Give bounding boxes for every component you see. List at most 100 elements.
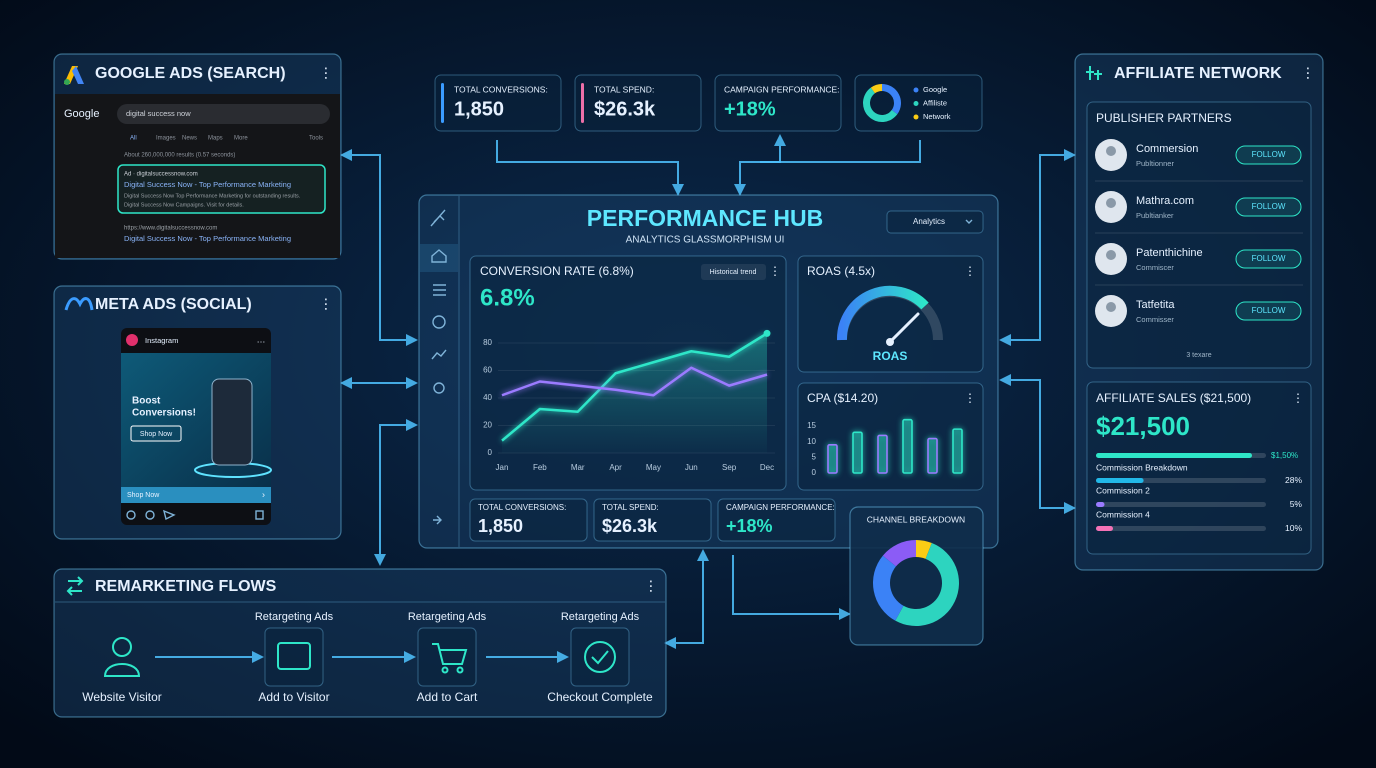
x-tick-label: Sep (722, 463, 737, 472)
result-link[interactable]: Digital Success Now - Top Performance Ma… (124, 234, 291, 243)
hub-title: PERFORMANCE HUB (587, 205, 823, 231)
gauge-hub (886, 338, 894, 346)
follow-button[interactable] (1235, 301, 1302, 321)
remarketing-panel: REMARKETING FLOWS ⋮ Website Visitor Retar… (53, 568, 667, 718)
search-query: digital success now (126, 109, 191, 118)
y-tick-label: 60 (483, 366, 492, 375)
instagram-icon (126, 334, 138, 346)
kpi-label: CAMPAIGN PERFORMANCE: (724, 84, 840, 94)
gauge-label: ROAS (873, 349, 908, 363)
network-icon (1086, 66, 1102, 80)
menu-dots[interactable]: ⋮ (644, 578, 658, 594)
badge (701, 264, 766, 280)
bar (952, 428, 963, 474)
cta-chevron: › (262, 489, 265, 499)
nav-logout[interactable] (433, 515, 442, 525)
save-icon[interactable] (255, 510, 264, 520)
comment-icon[interactable] (145, 510, 155, 520)
search-tab[interactable]: More (234, 136, 248, 142)
nav-list[interactable] (433, 284, 446, 296)
y-tick-label: 40 (483, 393, 492, 402)
y-tick-label: 0 (488, 448, 493, 457)
kpi-card (717, 498, 836, 542)
bar (877, 434, 888, 474)
ads-logo (64, 79, 70, 85)
commission-name: Commission 4 (1096, 509, 1150, 519)
avatar-head (1106, 198, 1116, 208)
search-tab[interactable]: News (182, 136, 197, 142)
x-tick-label: Feb (533, 463, 547, 472)
step-box (264, 627, 324, 687)
ad-headline[interactable]: Digital Success Now - Top Performance Ma… (124, 180, 291, 189)
avatar-head (1106, 250, 1116, 260)
shop-button[interactable] (130, 425, 182, 442)
step-stage: Retargeting Ads (561, 611, 640, 623)
search-box[interactable] (117, 104, 330, 124)
total-label: $1,50% (1271, 451, 1298, 460)
kpi-value: 1,850 (454, 98, 504, 120)
menu-dots[interactable]: … (257, 334, 266, 344)
menu-dots[interactable]: ⋮ (319, 65, 333, 81)
commission-bar (1096, 502, 1105, 507)
kpi-label: TOTAL CONVERSIONS: (478, 503, 566, 512)
gauge-needle (888, 312, 920, 344)
google-ads-panel: GOOGLE ADS (SEARCH) ⋮ Google digital suc… (53, 53, 342, 260)
kpi-label: TOTAL SPEND: (602, 503, 659, 512)
menu-dots[interactable]: ⋮ (319, 296, 333, 312)
ad-label: Ad · digitalsuccessnow.com (124, 172, 198, 178)
dropdown[interactable] (886, 210, 984, 234)
share-icon[interactable] (162, 509, 176, 521)
publisher-role: Publtianker (1136, 211, 1174, 220)
legend-dot (913, 87, 919, 93)
menu-dots[interactable]: ⋮ (769, 264, 781, 278)
step-label: Website Visitor (82, 690, 162, 704)
kpi-value: $26.3k (602, 516, 658, 536)
search-tabs: All Images News Maps More (130, 136, 248, 142)
panel-title: AFFILIATE NETWORK (1114, 65, 1282, 82)
like-icon[interactable] (126, 510, 136, 520)
card-title: AFFILIATE SALES ($21,500) (1096, 391, 1251, 405)
panel-title: META ADS (SOCIAL) (95, 296, 252, 313)
bar (852, 431, 863, 474)
follow-button[interactable] (1235, 197, 1302, 217)
nav-history[interactable] (432, 315, 446, 329)
nav-trends[interactable] (431, 349, 447, 360)
kpi-accent (441, 83, 444, 123)
badge-label: Historical trend (710, 269, 757, 276)
bar (927, 437, 938, 474)
y-tick-label: 5 (812, 452, 817, 461)
commission-value: 28% (1285, 475, 1302, 485)
hub-subtitle: ANALYTICS GLASSMORPHISM UI (626, 235, 785, 246)
search-tab[interactable]: Maps (208, 136, 223, 142)
search-tab[interactable]: Images (156, 136, 176, 142)
step-box (417, 627, 477, 687)
sales-card (1086, 381, 1312, 555)
app-name: Instagram (145, 336, 178, 345)
commission-bars: 28% Commission 2 5% Commission 4 10% (1096, 475, 1302, 533)
commission-name: Commission 2 (1096, 485, 1150, 495)
roas-card (797, 255, 984, 373)
connectors (340, 134, 1076, 649)
tools[interactable]: Tools (309, 136, 323, 142)
follow-button[interactable] (1235, 145, 1302, 165)
cta-bar[interactable] (121, 487, 271, 503)
check-icon (584, 641, 616, 673)
menu-dots[interactable]: ⋮ (1301, 65, 1315, 81)
cta-label: Shop Now (127, 492, 160, 499)
follow-label: FOLLOW (1252, 150, 1286, 159)
follow-button[interactable] (1235, 249, 1302, 269)
nav-home[interactable] (431, 249, 447, 263)
ad-highlight[interactable] (117, 164, 326, 214)
menu-dots[interactable]: ⋮ (1292, 391, 1304, 405)
nav-settings[interactable] (433, 382, 445, 394)
menu-dots[interactable]: ⋮ (964, 391, 976, 405)
visitor-icon (103, 663, 141, 677)
gauge-fill (836, 285, 929, 341)
menu-dots[interactable]: ⋮ (964, 264, 976, 278)
ad-description: Digital Success Now Top Performance Mark… (124, 193, 301, 199)
commission-value: 10% (1285, 523, 1302, 533)
search-tab[interactable]: All (130, 136, 137, 142)
kpi-label: TOTAL CONVERSIONS: (454, 84, 548, 94)
kpi-card (469, 498, 588, 542)
legend-dot (913, 101, 919, 106)
